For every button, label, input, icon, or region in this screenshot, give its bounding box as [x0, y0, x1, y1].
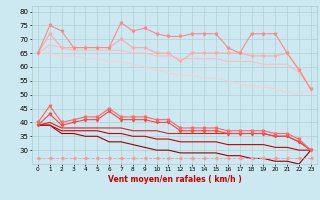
X-axis label: Vent moyen/en rafales ( km/h ): Vent moyen/en rafales ( km/h ): [108, 175, 241, 184]
